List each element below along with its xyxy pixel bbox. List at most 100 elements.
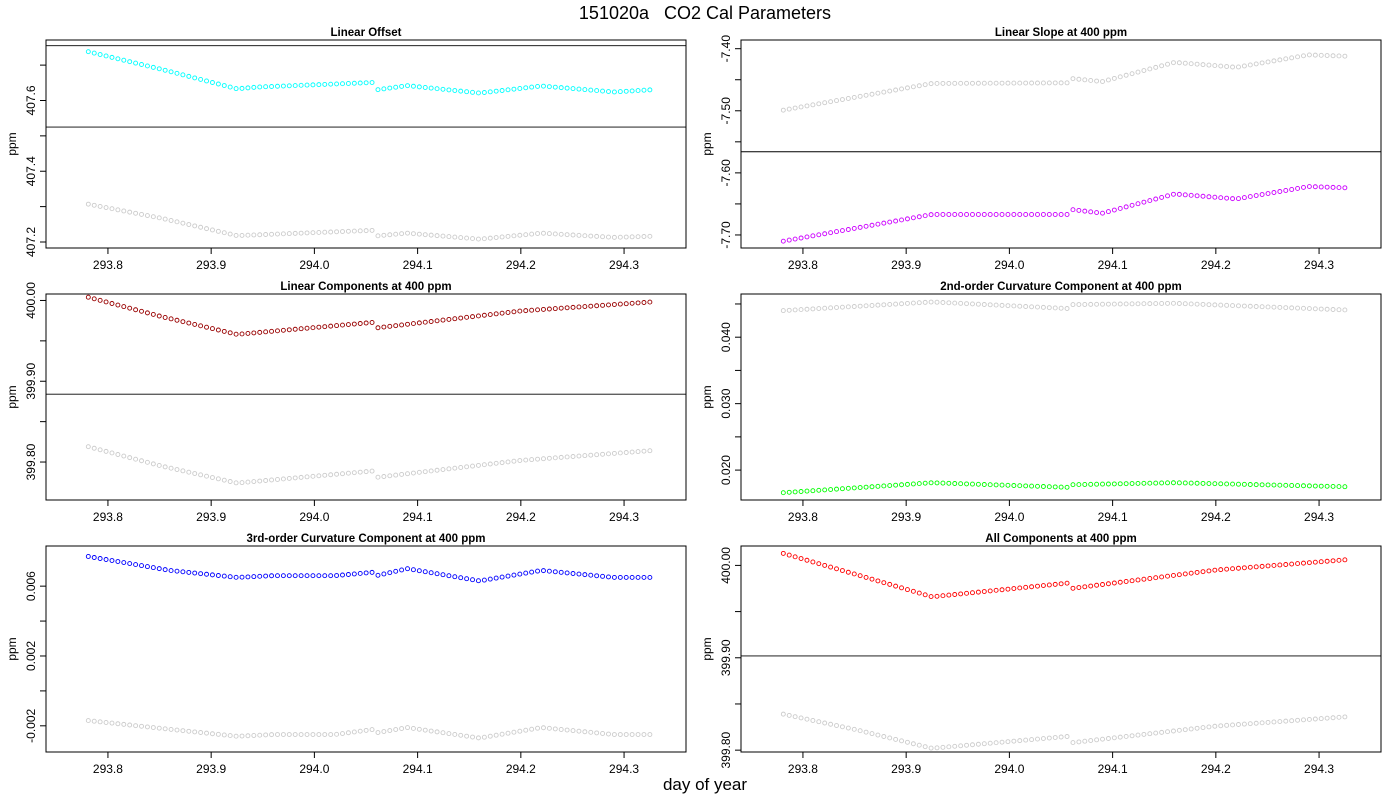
data-point (552, 569, 558, 575)
data-point (1188, 192, 1194, 198)
data-point (446, 234, 452, 240)
data-point (1206, 568, 1212, 574)
data-point (150, 311, 156, 317)
data-point (922, 82, 928, 88)
data-point (1318, 306, 1324, 312)
data-point (922, 213, 928, 219)
data-point (582, 453, 588, 459)
data-point (340, 81, 345, 87)
data-point (298, 474, 304, 480)
series-1 (780, 184, 1348, 244)
data-point (964, 212, 970, 217)
data-point (410, 231, 416, 237)
data-point (1023, 483, 1029, 489)
data-point (1088, 481, 1094, 487)
data-point (810, 233, 816, 239)
data-point (564, 570, 570, 576)
data-point (552, 306, 558, 312)
data-point (958, 743, 964, 749)
data-point (156, 313, 162, 319)
data-point (629, 300, 635, 306)
data-point (328, 573, 334, 579)
data-point (280, 83, 286, 89)
data-point (541, 306, 546, 312)
data-point (1241, 481, 1247, 487)
data-point (576, 453, 582, 459)
data-point (487, 461, 493, 467)
data-point (1076, 585, 1082, 590)
data-point (109, 450, 115, 456)
data-point (1312, 306, 1318, 312)
data-point (1046, 305, 1052, 311)
data-point (493, 235, 499, 240)
data-point (804, 306, 810, 312)
data-point (1247, 62, 1253, 68)
data-point (345, 730, 351, 736)
data-point (1259, 192, 1265, 197)
data-point (109, 54, 115, 60)
data-point (286, 83, 292, 89)
data-point (292, 573, 298, 579)
data-point (198, 730, 204, 735)
data-point (570, 232, 576, 238)
data-point (1170, 728, 1176, 734)
data-point (1336, 557, 1342, 563)
data-point (446, 731, 452, 737)
data-point (393, 323, 399, 329)
data-point (958, 212, 964, 217)
data-point (816, 487, 822, 493)
data-point (310, 82, 316, 88)
y-tick-label: 0.002 (24, 641, 38, 671)
data-point (780, 711, 786, 717)
data-point (1330, 483, 1336, 489)
data-point (1206, 724, 1212, 730)
data-point (1259, 563, 1265, 569)
data-point (1147, 576, 1153, 581)
data-point (970, 301, 975, 307)
data-point (1176, 727, 1182, 733)
data-point (523, 308, 529, 314)
data-point (85, 49, 91, 55)
data-point (298, 82, 304, 88)
data-point (304, 474, 310, 480)
data-point (934, 593, 940, 599)
data-point (209, 326, 215, 332)
data-point (576, 304, 582, 310)
data-point (387, 473, 393, 479)
data-point (275, 328, 280, 334)
data-point (458, 732, 464, 738)
data-point (393, 84, 399, 90)
data-point (570, 304, 576, 310)
data-point (286, 573, 292, 579)
data-point (834, 723, 839, 728)
data-point (845, 569, 851, 575)
data-point (133, 210, 139, 216)
data-point (310, 325, 316, 331)
data-point (1052, 212, 1058, 217)
data-point (227, 733, 233, 739)
data-point (617, 732, 623, 737)
data-point (239, 574, 245, 580)
data-point (564, 232, 570, 238)
data-point (387, 85, 393, 91)
data-point (987, 212, 993, 217)
data-point (1123, 734, 1129, 739)
data-point (1312, 716, 1318, 722)
data-point (168, 465, 174, 471)
data-point (582, 304, 588, 310)
data-point (582, 233, 588, 239)
y-axis-label: ppm (700, 637, 714, 660)
data-point (269, 84, 275, 89)
data-point (875, 483, 881, 489)
data-point (905, 481, 910, 487)
data-point (1194, 569, 1200, 575)
data-point (1040, 212, 1046, 217)
data-point (600, 234, 606, 240)
data-point (452, 316, 458, 322)
data-point (422, 85, 428, 90)
data-point (275, 231, 280, 237)
data-point (1141, 199, 1147, 205)
data-point (887, 219, 893, 225)
data-point (934, 80, 940, 86)
data-point (1105, 736, 1111, 741)
